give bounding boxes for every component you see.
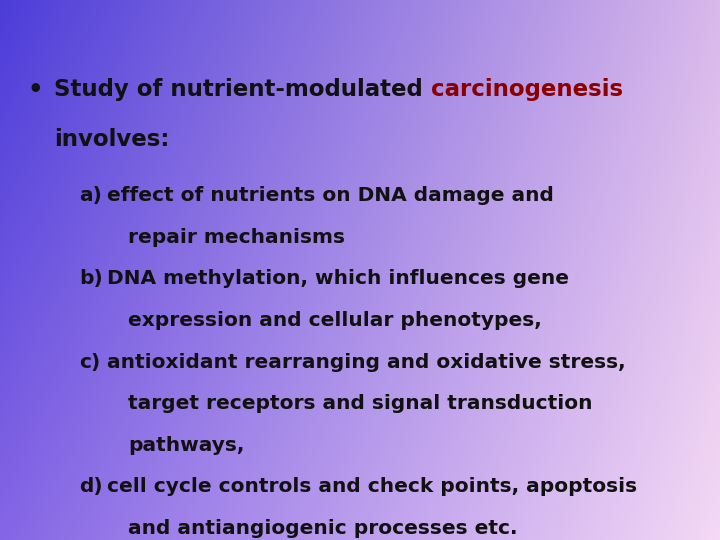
Text: d): d) — [79, 477, 103, 496]
Text: pathways,: pathways, — [128, 436, 245, 455]
Text: expression and cellular phenotypes,: expression and cellular phenotypes, — [128, 311, 542, 330]
Text: cell cycle controls and check points, apoptosis: cell cycle controls and check points, ap… — [107, 477, 636, 496]
Text: carcinogenesis: carcinogenesis — [431, 78, 623, 102]
Text: involves:: involves: — [54, 128, 169, 151]
Text: repair mechanisms: repair mechanisms — [128, 228, 345, 247]
Text: antioxidant rearranging and oxidative stress,: antioxidant rearranging and oxidative st… — [107, 353, 625, 372]
Text: c): c) — [79, 353, 101, 372]
Text: effect of nutrients on DNA damage and: effect of nutrients on DNA damage and — [107, 186, 554, 205]
Text: target receptors and signal transduction: target receptors and signal transduction — [128, 394, 593, 413]
Text: and antiangiogenic processes etc.: and antiangiogenic processes etc. — [128, 519, 518, 538]
Text: Study of nutrient-modulated: Study of nutrient-modulated — [54, 78, 431, 102]
Text: a): a) — [79, 186, 102, 205]
Text: •: • — [27, 78, 43, 102]
Text: b): b) — [79, 269, 103, 288]
Text: DNA methylation, which influences gene: DNA methylation, which influences gene — [107, 269, 569, 288]
